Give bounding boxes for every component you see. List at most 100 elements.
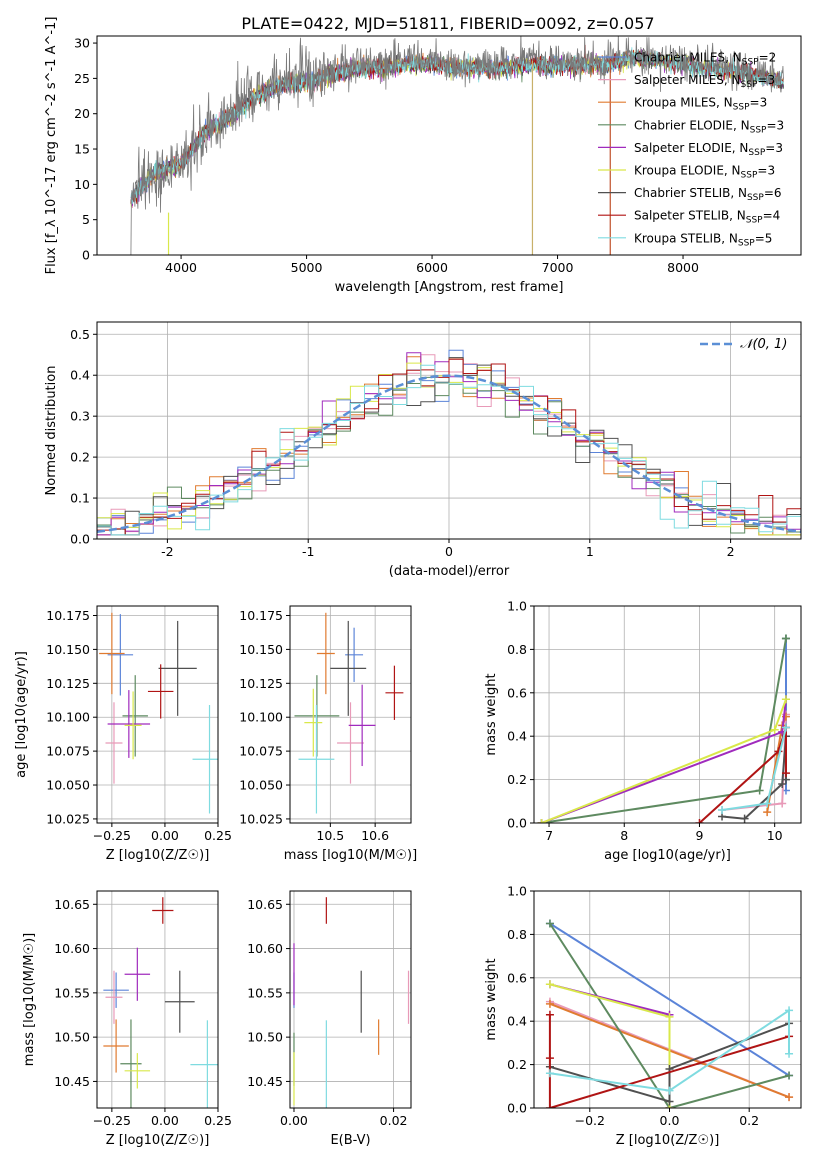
- x-axis-label: Z [log10(Z/Z☉)]: [106, 848, 210, 863]
- x-tick-label: 2: [727, 544, 735, 559]
- axes-age-weight: 7 8 9 10 0.0 0.2 0.4 0.6 0.8 1.0 age [log10(age/yr…: [484, 599, 802, 863]
- y-axis-label: mass [log10(M/M☉)]: [22, 933, 37, 1066]
- weight-marker: [785, 1071, 794, 1080]
- y-tick-label: 0.0: [70, 532, 90, 547]
- weight-line: [721, 727, 787, 811]
- y-axis-label: mass weight: [484, 958, 499, 1040]
- x-tick-label: 7: [545, 828, 553, 843]
- axes-residuals: -2 -1 0 1 2 0.0 0.1 0.2 0.3 0.4 0.5 (data-model)/er…: [44, 321, 802, 579]
- errorbar-point: [158, 620, 197, 716]
- x-tick-label: 6000: [416, 260, 448, 275]
- weight-line: [548, 1014, 790, 1108]
- plot-z-weight: [545, 919, 794, 1108]
- x-tick-label: 0.00: [280, 1113, 308, 1128]
- errorbar-point: [316, 612, 335, 695]
- errorbar-point: [124, 1053, 151, 1089]
- x-tick-label: 9: [695, 828, 703, 843]
- x-tick-label: 10.5: [316, 828, 344, 843]
- y-tick-label: 10.65: [247, 897, 283, 912]
- axes-frame: [96, 605, 219, 824]
- axes-frame: [289, 890, 412, 1109]
- x-axis-label: E(B-V): [330, 1133, 370, 1148]
- errorbar-point: [298, 705, 335, 814]
- legend-label: Chabrier ELODIE, NSSP=3: [634, 118, 784, 135]
- errorbar-point: [385, 665, 404, 720]
- y-tick-label: 20: [74, 106, 90, 121]
- x-tick-label: 0.25: [204, 1113, 232, 1128]
- legend-label: Kroupa ELODIE, NSSP=3: [634, 164, 775, 181]
- axes-frame: [533, 605, 802, 824]
- y-tick-label: 10.150: [239, 642, 283, 657]
- plot-z-age: [99, 612, 218, 814]
- errorbar-point: [348, 684, 376, 767]
- y-tick-label: 10.025: [46, 811, 90, 826]
- y-tick-label: 0.0: [507, 1101, 527, 1116]
- y-tick-label: 0: [82, 248, 90, 263]
- legend-label: 𝒩(0, 1): [740, 337, 787, 352]
- weight-line: [549, 1022, 790, 1103]
- y-tick-label: 10.150: [46, 642, 90, 657]
- y-axis-label: Flux [f_λ 10^-17 erg cm^-2 s^-1 A^-1]: [44, 17, 59, 275]
- errorbar-point: [103, 972, 129, 1008]
- errorbar-point: [337, 702, 364, 784]
- errorbar-point: [164, 970, 195, 1033]
- x-tick-label: -2: [161, 544, 173, 559]
- x-tick-label: 4000: [165, 260, 197, 275]
- x-tick-label: 0.00: [151, 1113, 179, 1128]
- y-tick-label: 0.4: [507, 729, 527, 744]
- y-tick-label: 10.125: [239, 676, 283, 691]
- x-tick-label: 8: [620, 828, 628, 843]
- y-tick-label: 10.100: [239, 710, 283, 725]
- y-tick-label: 10.60: [247, 941, 283, 956]
- weight-marker: [545, 1069, 554, 1078]
- y-axis-label: Normed distribution: [44, 366, 59, 496]
- x-tick-label: 5000: [291, 260, 323, 275]
- plot-age-weight: [537, 634, 790, 823]
- y-tick-label: 15: [74, 142, 90, 157]
- y-tick-label: 10.125: [46, 676, 90, 691]
- errorbar-point: [330, 620, 367, 716]
- x-tick-label: 0.02: [380, 1113, 408, 1128]
- errorbar-point: [122, 675, 148, 757]
- weight-marker: [545, 919, 554, 928]
- y-tick-label: 10.175: [46, 608, 90, 623]
- weight-marker: [665, 1086, 674, 1095]
- y-tick-label: 0.8: [507, 642, 527, 657]
- errorbar-point: [304, 688, 323, 757]
- y-tick-label: 10.55: [247, 985, 283, 1000]
- y-tick-label: 10.050: [46, 778, 90, 793]
- weight-marker: [665, 1012, 674, 1021]
- weight-marker: [537, 819, 546, 823]
- y-tick-label: 0.2: [507, 1057, 527, 1072]
- y-tick-label: 10.45: [247, 1074, 283, 1089]
- weight-marker: [781, 769, 790, 778]
- axes-frame: [96, 890, 219, 1109]
- x-tick-label: 0.2: [739, 1113, 759, 1128]
- y-tick-label: 10.025: [239, 811, 283, 826]
- y-tick-label: 10.55: [54, 985, 90, 1000]
- y-axis-label: mass weight: [484, 673, 499, 755]
- legend-label: Kroupa MILES, NSSP=3: [634, 96, 767, 113]
- weight-marker: [545, 999, 554, 1008]
- errorbar-point: [105, 702, 123, 784]
- figure-title: PLATE=0422, MJD=51811, FIBERID=0092, z=0…: [241, 14, 654, 33]
- axes-mass-age: 10.5 10.6 10.025 10.050 10.075 10.100 10.125 10…: [239, 605, 417, 863]
- y-tick-label: 30: [74, 36, 90, 51]
- legend-label: Kroupa STELIB, NSSP=5: [634, 231, 772, 248]
- y-tick-label: 0.5: [70, 327, 90, 342]
- errorbar-point: [124, 947, 151, 1001]
- errorbar-point: [152, 897, 174, 924]
- weight-marker: [785, 1093, 794, 1102]
- y-tick-label: 0.6: [507, 685, 527, 700]
- errorbar-point: [190, 1020, 218, 1108]
- axes-frame: [96, 35, 802, 256]
- weight-marker: [781, 695, 790, 704]
- legend-label: Chabrier STELIB, NSSP=6: [634, 186, 782, 203]
- x-tick-label: 0: [445, 544, 453, 559]
- y-tick-label: 10.050: [239, 778, 283, 793]
- weight-marker: [763, 799, 772, 808]
- weight-marker: [778, 779, 787, 788]
- x-tick-label: 0.25: [204, 828, 232, 843]
- errorbar-point: [120, 1019, 142, 1108]
